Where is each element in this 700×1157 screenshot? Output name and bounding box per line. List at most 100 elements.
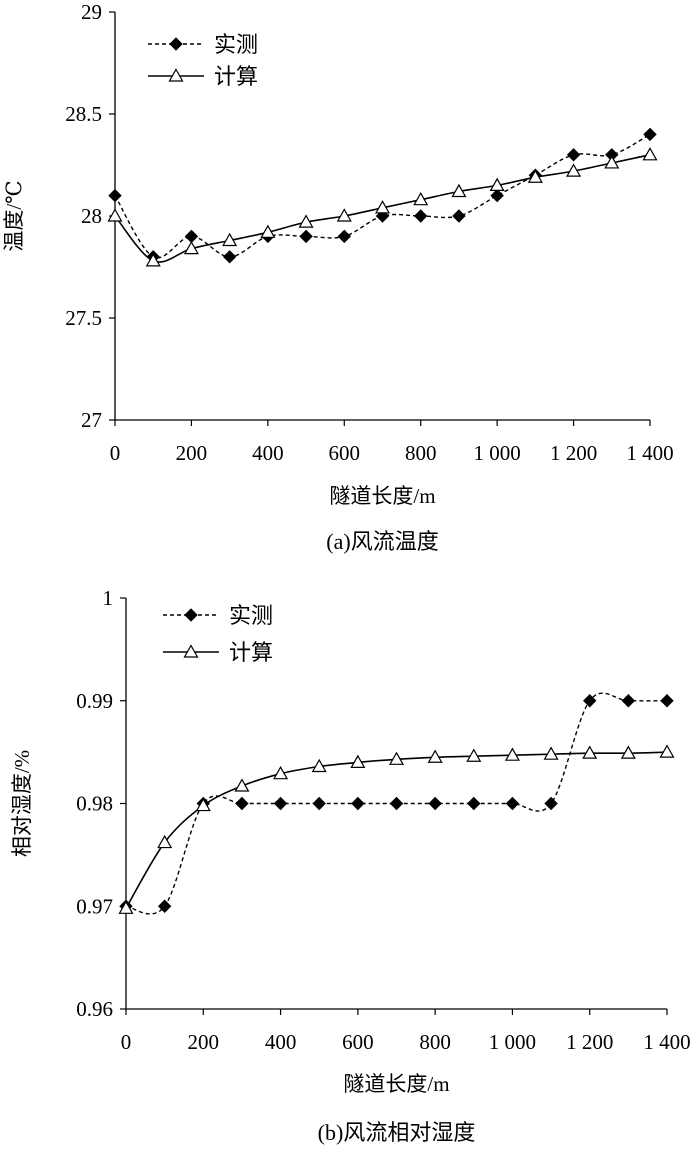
x-axis-label: 隧道长度/m (329, 484, 435, 508)
y-tick-label: 27.5 (65, 306, 102, 330)
data-point-triangle (527, 169, 543, 183)
humidity-chart: 0.96 0.97 0.98 0.99 1 0 200 400 600 800 1 000 1 200… (10, 586, 691, 1145)
data-point-triangle (234, 778, 250, 792)
x-tick-label: 800 (405, 441, 437, 465)
data-point-diamond (108, 188, 122, 203)
data-point-diamond (351, 796, 365, 811)
series-line (125, 751, 668, 909)
legend-marker (169, 37, 183, 51)
data-point-triangle (336, 208, 352, 222)
series-calculated (107, 147, 658, 267)
data-point-diamond (566, 148, 581, 162)
x-tick-label: 200 (188, 1030, 220, 1054)
legend-label: 实测 (229, 603, 273, 628)
data-point-diamond (337, 229, 351, 244)
y-tick-label: 0.98 (76, 792, 113, 816)
data-point-diamond (312, 796, 326, 811)
data-point-triangle (195, 797, 211, 812)
temperature-chart: 27 27.5 28 28.5 29 0 200 400 600 800 1 000 1 200 1 4… (2, 0, 674, 554)
x-tick-label: 1 000 (474, 441, 521, 465)
data-point-diamond (414, 209, 428, 223)
x-tick-label: 600 (342, 1030, 374, 1054)
y-axis-label: 温度/℃ (2, 180, 26, 251)
x-tick-label: 1 000 (489, 1030, 536, 1054)
data-point-diamond (583, 694, 597, 708)
y-tick-label: 28 (81, 204, 102, 228)
data-point-triangle (260, 224, 276, 238)
data-point-diamond (490, 188, 504, 203)
data-point-triangle (451, 183, 467, 198)
data-point-triangle (311, 758, 327, 773)
chart-caption: (b)风流相对湿度 (318, 1120, 476, 1145)
x-tick-label: 800 (419, 1030, 451, 1054)
data-point-diamond (544, 796, 558, 811)
data-point-triangle (298, 214, 314, 228)
data-point-diamond (467, 796, 481, 811)
data-point-diamond (452, 209, 466, 223)
data-point-diamond (222, 250, 237, 264)
legend-label: 计算 (229, 640, 273, 665)
data-point-diamond (184, 229, 199, 244)
legend-marker (184, 608, 198, 622)
x-tick-label: 0 (110, 441, 121, 465)
legend-label: 计算 (214, 64, 258, 89)
y-tick-label: 27 (81, 408, 102, 432)
data-point-triangle (543, 746, 559, 760)
y-tick-label: 29 (81, 0, 102, 24)
data-point-triangle (427, 749, 443, 763)
data-point-triangle (118, 900, 134, 914)
x-tick-label: 600 (329, 441, 361, 465)
data-point-triangle (659, 744, 675, 758)
data-point-diamond (389, 796, 404, 811)
data-point-triangle (157, 834, 173, 849)
x-axis-label: 隧道长度/m (343, 1072, 449, 1096)
data-point-triangle (566, 163, 582, 177)
x-tick-label: 400 (265, 1030, 297, 1054)
x-tick-label: 1 200 (550, 441, 597, 465)
data-point-diamond (299, 229, 313, 244)
x-tick-label: 200 (176, 441, 208, 465)
data-point-triangle (145, 253, 161, 267)
data-point-triangle (350, 754, 366, 769)
data-point-diamond (505, 796, 520, 811)
x-tick-label: 0 (121, 1030, 132, 1054)
y-tick-label: 0.99 (76, 689, 113, 713)
legend-marker (183, 644, 199, 658)
data-point-diamond (157, 899, 172, 913)
data-point-triangle (183, 240, 199, 255)
x-tick-label: 400 (252, 441, 284, 465)
data-point-triangle (388, 751, 405, 765)
x-tick-label: 1 200 (566, 1030, 613, 1054)
chart-caption: (a)风流温度 (326, 529, 438, 554)
data-point-diamond (643, 127, 657, 142)
series-calculated (118, 744, 675, 914)
data-point-triangle (413, 191, 429, 206)
data-point-diamond (273, 796, 288, 811)
legend-label: 实测 (214, 32, 258, 57)
data-point-triangle (642, 147, 658, 161)
data-point-triangle (582, 745, 598, 759)
legend-marker (168, 68, 184, 82)
series-line (114, 133, 651, 259)
y-tick-label: 0.96 (76, 997, 113, 1021)
data-point-triangle (489, 177, 505, 191)
data-point-triangle (222, 232, 238, 247)
data-point-diamond (621, 694, 636, 708)
data-point-diamond (428, 796, 442, 811)
data-point-triangle (107, 208, 123, 222)
y-tick-label: 1 (103, 586, 114, 610)
data-point-triangle (273, 765, 289, 780)
y-tick-label: 28.5 (65, 102, 102, 126)
x-tick-label: 1 400 (643, 1030, 690, 1054)
data-point-triangle (504, 747, 520, 761)
data-point-triangle (374, 200, 391, 214)
x-tick-label: 1 400 (626, 441, 673, 465)
y-tick-label: 0.97 (76, 894, 113, 918)
data-point-diamond (235, 796, 249, 811)
y-axis-label: 相对湿度/% (10, 750, 34, 857)
data-point-diamond (660, 694, 674, 708)
data-point-triangle (620, 745, 636, 759)
data-point-triangle (466, 748, 482, 762)
data-point-triangle (604, 155, 620, 169)
